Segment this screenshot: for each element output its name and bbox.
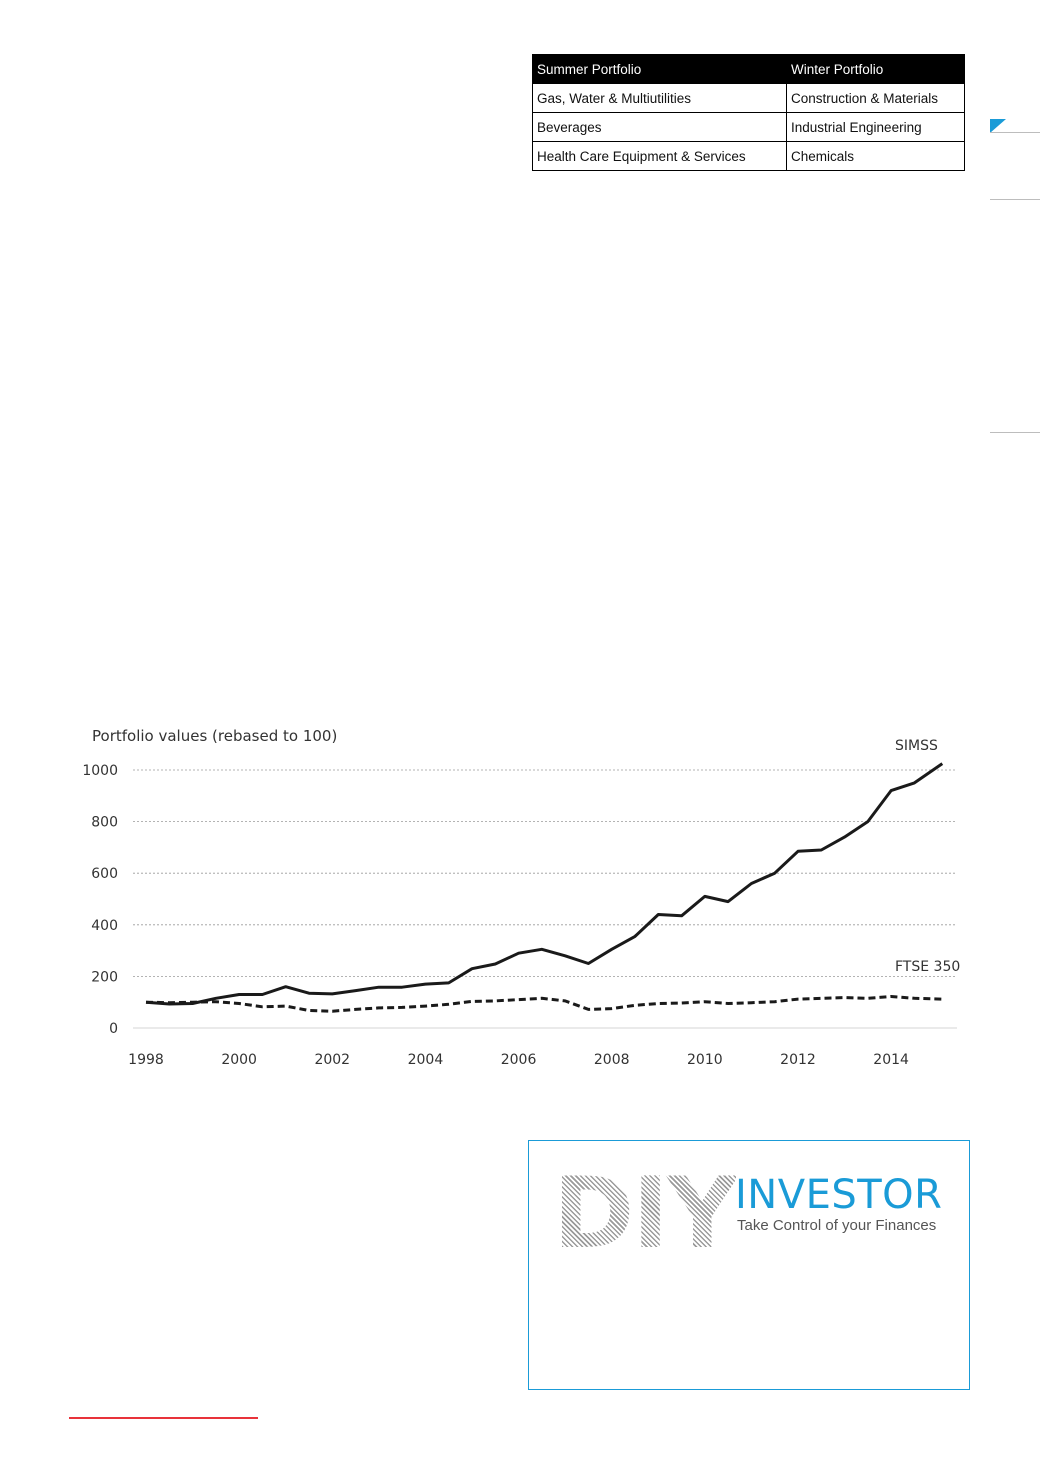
table-row: Health Care Equipment & Services Chemica… — [532, 141, 965, 171]
table-cell: Beverages — [532, 112, 787, 142]
x-tick-label: 2006 — [501, 1052, 537, 1068]
x-tick-label: 2012 — [780, 1052, 816, 1068]
x-tick-label: 2010 — [687, 1052, 723, 1068]
x-tick-label: 2014 — [873, 1052, 909, 1068]
diy-logo-mark: DIY — [553, 1157, 738, 1271]
y-tick-label: 800 — [91, 815, 118, 831]
y-tick-label: 600 — [91, 866, 118, 882]
x-tick-label: 2004 — [408, 1052, 444, 1068]
table-header-summer: Summer Portfolio — [532, 54, 787, 84]
diy-investor-ad: DIY INVESTOR Take Control of your Financ… — [528, 1140, 970, 1390]
y-tick-label: 1000 — [82, 763, 118, 779]
table-cell: Construction & Materials — [786, 83, 965, 113]
table-cell: Chemicals — [786, 141, 965, 171]
x-tick-label: 2002 — [314, 1052, 350, 1068]
section-marker-icon — [990, 119, 1006, 133]
x-axis-ticks: 1998 2000 2002 2004 2006 2008 2010 2012 2014 — [128, 1052, 909, 1068]
investor-wordmark: INVESTOR — [735, 1172, 943, 1218]
table-header-winter: Winter Portfolio — [786, 54, 965, 84]
series-line-ftse-350 — [145, 995, 943, 1013]
footer-rule — [69, 1417, 258, 1419]
portfolio-line-chart: Portfolio values (rebased to 100) 020040… — [82, 727, 960, 1068]
series-label-ftse350: FTSE 350 — [895, 959, 960, 975]
chart-series — [145, 762, 944, 1013]
x-tick-label: 2000 — [221, 1052, 257, 1068]
series-line-simss — [145, 762, 944, 1006]
chart-title: Portfolio values (rebased to 100) — [92, 727, 337, 745]
edge-divider — [990, 132, 1040, 133]
y-tick-label: 400 — [91, 918, 118, 934]
y-axis-ticks: 0 200 400 600 800 1000 — [82, 763, 118, 1037]
table-cell: Health Care Equipment & Services — [532, 141, 787, 171]
logo-tagline: Take Control of your Finances — [737, 1217, 937, 1234]
table-cell: Gas, Water & Multiutilities — [532, 83, 787, 113]
edge-divider — [990, 199, 1040, 200]
table-row: Gas, Water & Multiutilities Construction… — [532, 83, 965, 113]
y-tick-label: 0 — [109, 1021, 118, 1037]
edge-divider — [990, 432, 1040, 433]
series-label-simss: SIMSS — [895, 738, 938, 754]
table-cell: Industrial Engineering — [786, 112, 965, 142]
y-tick-label: 200 — [91, 969, 118, 985]
x-tick-label: 2008 — [594, 1052, 630, 1068]
x-tick-label: 1998 — [128, 1052, 164, 1068]
table-header-row: Summer Portfolio Winter Portfolio — [532, 54, 965, 84]
chart-grid — [133, 769, 957, 1029]
sector-table: Summer Portfolio Winter Portfolio Gas, W… — [532, 54, 965, 171]
table-row: Beverages Industrial Engineering — [532, 112, 965, 142]
